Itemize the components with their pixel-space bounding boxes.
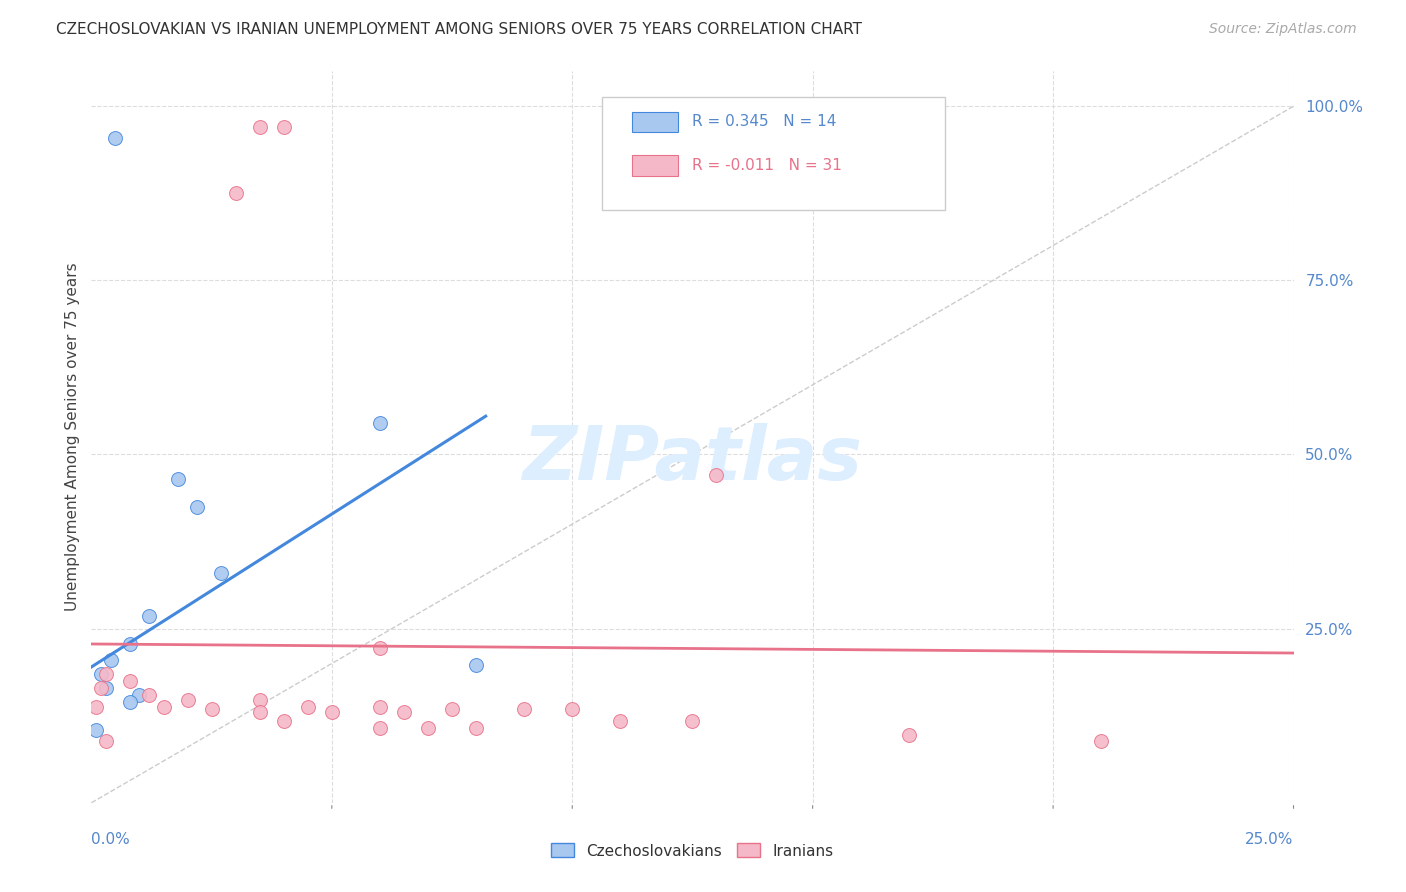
Point bbox=[297, 699, 319, 714]
Point bbox=[368, 699, 391, 714]
Point bbox=[368, 721, 391, 735]
Point bbox=[609, 714, 631, 728]
Point bbox=[90, 681, 112, 695]
Point bbox=[273, 120, 295, 134]
Text: 25.0%: 25.0% bbox=[1246, 832, 1294, 847]
Point bbox=[392, 705, 415, 719]
Point bbox=[321, 705, 343, 719]
Text: ZIPatlas: ZIPatlas bbox=[523, 423, 862, 496]
Text: R = -0.011   N = 31: R = -0.011 N = 31 bbox=[692, 158, 842, 173]
Point bbox=[90, 667, 112, 681]
Point bbox=[416, 721, 439, 735]
Point bbox=[84, 699, 107, 714]
Point bbox=[465, 657, 488, 672]
Point bbox=[201, 702, 224, 716]
Y-axis label: Unemployment Among Seniors over 75 years: Unemployment Among Seniors over 75 years bbox=[65, 263, 80, 611]
Point bbox=[513, 702, 536, 716]
Point bbox=[249, 692, 271, 706]
Point bbox=[176, 692, 198, 706]
Point bbox=[152, 699, 174, 714]
Bar bbox=[633, 112, 678, 132]
Legend: Czechoslovakians, Iranians: Czechoslovakians, Iranians bbox=[546, 838, 839, 864]
Point bbox=[681, 714, 703, 728]
Point bbox=[128, 688, 150, 702]
Point bbox=[186, 500, 208, 514]
Point bbox=[249, 120, 271, 134]
Bar bbox=[633, 155, 678, 176]
Point bbox=[209, 566, 232, 580]
Point bbox=[138, 688, 160, 702]
FancyBboxPatch shape bbox=[602, 97, 945, 211]
Point bbox=[273, 714, 295, 728]
Point bbox=[118, 637, 141, 651]
Point bbox=[94, 681, 117, 695]
Point bbox=[138, 609, 160, 624]
Point bbox=[118, 695, 141, 709]
Text: Source: ZipAtlas.com: Source: ZipAtlas.com bbox=[1209, 22, 1357, 37]
Text: R = 0.345   N = 14: R = 0.345 N = 14 bbox=[692, 114, 837, 129]
Point bbox=[465, 721, 488, 735]
Point bbox=[84, 723, 107, 737]
Point bbox=[94, 667, 117, 681]
Point bbox=[167, 472, 190, 486]
Point bbox=[225, 186, 247, 201]
Point bbox=[94, 734, 117, 748]
Point bbox=[897, 727, 920, 741]
Point bbox=[440, 702, 463, 716]
Text: CZECHOSLOVAKIAN VS IRANIAN UNEMPLOYMENT AMONG SENIORS OVER 75 YEARS CORRELATION : CZECHOSLOVAKIAN VS IRANIAN UNEMPLOYMENT … bbox=[56, 22, 862, 37]
Point bbox=[368, 641, 391, 656]
Point bbox=[118, 673, 141, 688]
Point bbox=[706, 468, 728, 483]
Point bbox=[1090, 734, 1112, 748]
Point bbox=[100, 653, 122, 667]
Point bbox=[561, 702, 583, 716]
Point bbox=[104, 130, 127, 145]
Point bbox=[368, 416, 391, 430]
Text: 0.0%: 0.0% bbox=[91, 832, 131, 847]
Point bbox=[249, 705, 271, 719]
